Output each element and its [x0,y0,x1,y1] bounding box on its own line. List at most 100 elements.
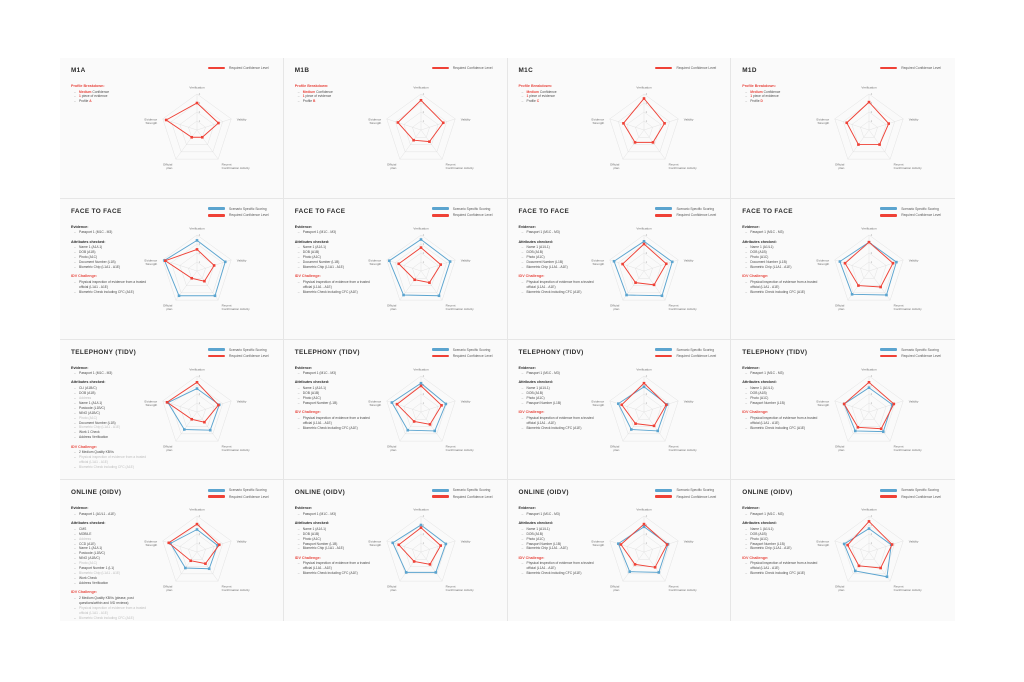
legend-swatch-icon [655,213,673,217]
radar-point [195,380,199,384]
panel-f2f-1[interactable]: FACE TO FACE Scenario Specific Scoring Req… [60,198,284,340]
panel-m1d[interactable]: M1D Required Confidence Level Profile Brea… [731,58,955,199]
section-heading-idv_challenge: IDV Challenge: [742,410,769,415]
radar-ring [834,516,904,582]
radar-axis-label: Official [386,444,396,448]
radar-tick-label: 4 [646,92,648,96]
radar-axis-label: Evidence [144,540,157,544]
legend-label: Required Confidence Level [676,213,717,218]
radar-spoke [609,259,645,271]
list-item: Passport Number (L1B) [522,401,603,406]
list-item: Address Verification [74,435,155,440]
panel-onl-3[interactable]: ONLINE (OIDV) Scenario Specific Scoring Re… [508,480,732,621]
legend-label: Required Confidence Level [901,213,941,218]
radar-axis-label: Recent [894,444,904,448]
panel-sidebar: Profile Breakdown:Medium Confidence1 pie… [71,84,155,109]
section-list: Medium Confidence1 piece of evidenceProf… [519,90,603,105]
legend-item-required: Required Confidence Level [207,213,269,217]
section-heading-idv_challenge: IDV Challenge: [518,274,545,279]
radar-tick-label: 2 [871,392,873,396]
radar-axis-label: Confirmation Activity [894,307,922,311]
list-item: Photo (A1C) [745,537,826,542]
legend-label: Required Confidence Level [452,354,493,358]
radar-axis-label: Verification [189,226,204,230]
panel-m1b[interactable]: M1B Required Confidence Level Profile Brea… [283,58,508,199]
radar-ring [843,243,895,293]
radar-point [666,543,669,547]
radar-point [434,571,437,574]
panel-f2f-4[interactable]: FACE TO FACE Scenario Specific Scoring Req… [731,199,955,340]
radar-ring [403,534,438,567]
radar-chart: 1 2 3 4 Verification Validity RecentConfirmati… [144,86,250,171]
radar-ring [635,402,654,419]
radar-tick-label: 2 [198,251,200,255]
radar-axis-label: Evidence [817,399,830,403]
list-item: Passport Number (L1B) [745,401,826,406]
radar-axis-label: Official [163,303,173,307]
radar-ring [843,102,895,153]
panel-m1c[interactable]: M1C Required Confidence Level Profile Brea… [507,58,732,199]
panel-tel-1[interactable]: TELEPHONY (TIDV) Scenario Specific Scorin… [60,339,284,481]
legend-swatch-icon [880,488,898,492]
panel-onl-4[interactable]: ONLINE (OIDV) Scenario Specific Scoring Re… [731,480,955,621]
legend-swatch-icon [207,66,225,70]
list-item: Passport 1 (M1C - M3) [298,512,379,517]
radar-tick-label: 2 [871,110,873,114]
radar-point [890,543,894,547]
radar-ring [162,234,232,301]
radar-axis-label: Confirmation Activity [445,448,473,452]
radar-axis-label: Official [163,585,173,589]
panel-f2f-3[interactable]: FACE TO FACE Scenario Specific Scoring Req… [507,198,732,340]
section-list: Physical inspection of evidence from a t… [519,416,603,431]
radar-point [195,386,199,390]
radar-point [216,403,220,406]
list-item: Biometric Check including CFC (A1E) [745,571,826,576]
radar-tick-label: 2 [646,392,648,396]
radar-axis-label: Verification [861,86,876,90]
radar-point [642,385,646,388]
radar-point [390,541,394,545]
section-heading-idv_challenge: IDV Challenge: [742,274,769,279]
section-heading-evidence: Evidence: [518,224,536,229]
panel-tel-3[interactable]: TELEPHONY (TIDV) Scenario Specific Scorin… [507,339,732,481]
radar-point [168,542,172,545]
radar-axis-label: Recent [221,163,231,167]
list-item: Biometric Chip (L1A1 - A1E) [745,265,826,270]
radar-axis-label: Official [610,585,620,589]
radar-tick-label: 4 [422,514,424,518]
radar-axis-label: Verification [861,226,876,230]
radar-spoke [196,400,232,412]
radar-tick-label: 4 [198,374,200,378]
section-heading-idv_challenge: IDV Challenge: [71,590,98,595]
radar-spoke [622,411,645,441]
list-item: DOB (A1B) [522,391,603,396]
legend-swatch-icon [431,213,449,217]
panel-tel-4[interactable]: TELEPHONY (TIDV) Scenario Specific Scorin… [731,340,955,481]
radar-ring [162,375,232,441]
radar-point [891,261,895,265]
panel-onl-1[interactable]: ONLINE (OIDV) Scenario Specific Scoring Re… [60,480,284,621]
radar-axis-label: Recent [669,303,679,307]
legend-label: Required Confidence Level [676,66,717,70]
highlight-text: Medium [526,89,539,94]
radar-point [202,420,206,423]
legend-swatch-icon [431,348,449,351]
panel-m1a[interactable]: M1A Required Confidence Level Profile Brea… [60,58,284,199]
legend: Scenario Specific Scoring Required Confid… [431,207,493,217]
radar-point [857,284,860,287]
radar-wrap: 1 2 3 4 Verification Validity Recent Confirmati… [572,498,722,606]
radar-point [665,402,668,406]
radar-tick-label: 3 [871,101,873,105]
list-item: Physical inspection of evidence from a t… [298,561,379,571]
legend-item-scenario: Scenario Specific Scoring [207,488,267,492]
list-item: Photo (A1C) [745,396,826,401]
panel-f2f-2[interactable]: FACE TO FACE Scenario Specific Scoring Req… [283,198,508,340]
radar-axis-label: Strength [145,262,157,266]
list-item: DOB (A1B) [745,532,826,537]
radar-axis-label: Evidence [368,258,381,262]
radar-ring [609,516,679,582]
panel-onl-2[interactable]: ONLINE (OIDV) Scenario Specific Scoring Re… [284,480,508,621]
panel-tel-2[interactable]: TELEPHONY (TIDV) Scenario Specific Scorin… [283,339,508,481]
radar-point [619,543,623,547]
list-item: Profile B [298,99,379,104]
